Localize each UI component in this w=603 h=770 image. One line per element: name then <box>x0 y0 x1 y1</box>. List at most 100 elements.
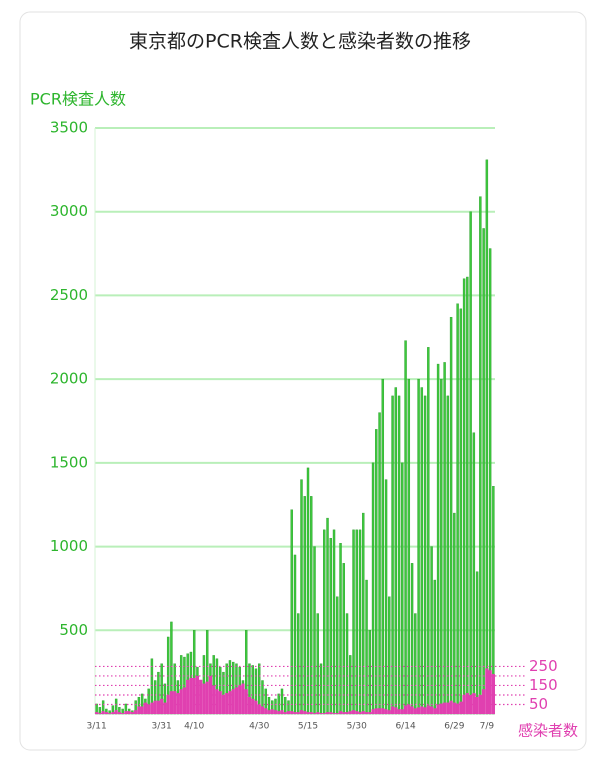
bar <box>355 711 359 714</box>
bar <box>358 529 362 715</box>
bar <box>306 712 310 714</box>
bar <box>368 712 372 714</box>
bar <box>338 711 343 714</box>
bar <box>481 689 486 714</box>
bar <box>153 700 157 714</box>
x-tick-label: 3/11 <box>87 722 107 732</box>
bar <box>414 613 417 715</box>
bar <box>453 512 456 715</box>
bar <box>436 363 440 715</box>
bar <box>468 694 473 714</box>
bar <box>134 710 138 714</box>
bar <box>410 706 414 714</box>
bar <box>455 703 460 714</box>
bar <box>290 711 294 714</box>
bar <box>306 467 310 715</box>
bar <box>310 496 313 715</box>
bar <box>251 698 255 714</box>
y-tick-label: 2500 <box>50 286 88 304</box>
bar <box>449 316 453 715</box>
bar <box>420 706 424 714</box>
bar <box>459 701 463 714</box>
bar <box>371 709 375 714</box>
y-tick-label: 3000 <box>50 202 88 220</box>
bar <box>244 689 248 714</box>
bar <box>479 196 482 715</box>
bar <box>358 712 362 714</box>
bar <box>384 479 388 715</box>
bar <box>400 709 404 714</box>
bar <box>212 685 216 714</box>
bar <box>319 713 323 714</box>
bar <box>150 702 154 714</box>
bar <box>375 429 378 715</box>
bar <box>95 712 99 714</box>
bar <box>394 707 398 714</box>
bar <box>485 668 489 714</box>
bar <box>218 691 222 714</box>
bar <box>462 278 466 715</box>
bar <box>267 710 271 714</box>
bar <box>429 706 434 714</box>
card <box>19 11 587 751</box>
bar <box>293 554 297 715</box>
bar <box>384 709 388 714</box>
bar <box>456 303 459 715</box>
bar <box>325 712 330 714</box>
bar <box>381 378 385 715</box>
bar <box>319 663 323 715</box>
bar <box>351 710 356 714</box>
bar <box>303 496 306 715</box>
bar <box>436 704 440 714</box>
bar <box>335 713 339 714</box>
bar <box>361 711 365 714</box>
bar <box>466 276 469 715</box>
bar <box>387 710 391 714</box>
x-tick-label: 4/30 <box>249 722 269 732</box>
bar <box>114 710 118 714</box>
bar <box>117 712 122 714</box>
bar <box>156 700 161 714</box>
bar <box>449 700 453 714</box>
y2-axis-title: 感染者数 <box>518 722 578 740</box>
bar <box>104 712 109 714</box>
bar <box>205 681 209 714</box>
bar <box>410 563 414 715</box>
bar <box>179 689 183 714</box>
bar <box>374 708 378 714</box>
bar <box>192 677 196 714</box>
bar <box>475 571 479 715</box>
bar <box>173 691 177 714</box>
bar <box>303 711 307 714</box>
bar <box>290 509 293 715</box>
bar <box>225 693 229 714</box>
bar <box>264 708 268 714</box>
bar <box>176 693 180 714</box>
bar <box>345 613 349 715</box>
bar <box>332 529 336 715</box>
bar <box>147 704 151 714</box>
bar <box>485 159 489 715</box>
x-tick-label: 5/15 <box>298 722 318 732</box>
bar <box>322 713 326 714</box>
bar <box>417 378 420 715</box>
bar <box>459 308 463 715</box>
bar <box>368 630 372 715</box>
y2-tick-label: 50 <box>529 695 548 713</box>
y-tick-label: 1500 <box>50 453 88 471</box>
bar <box>238 685 242 714</box>
bar <box>316 613 319 715</box>
bar <box>475 696 479 714</box>
bar <box>355 529 358 715</box>
bar <box>342 712 346 714</box>
bar <box>247 696 252 714</box>
y-tick-label: 500 <box>59 621 88 639</box>
bar <box>297 613 300 715</box>
bar <box>404 340 407 715</box>
bar <box>160 698 164 714</box>
bar <box>316 712 320 714</box>
bar <box>270 709 274 714</box>
bar <box>140 706 144 714</box>
y-tick-label: 1000 <box>50 537 88 555</box>
